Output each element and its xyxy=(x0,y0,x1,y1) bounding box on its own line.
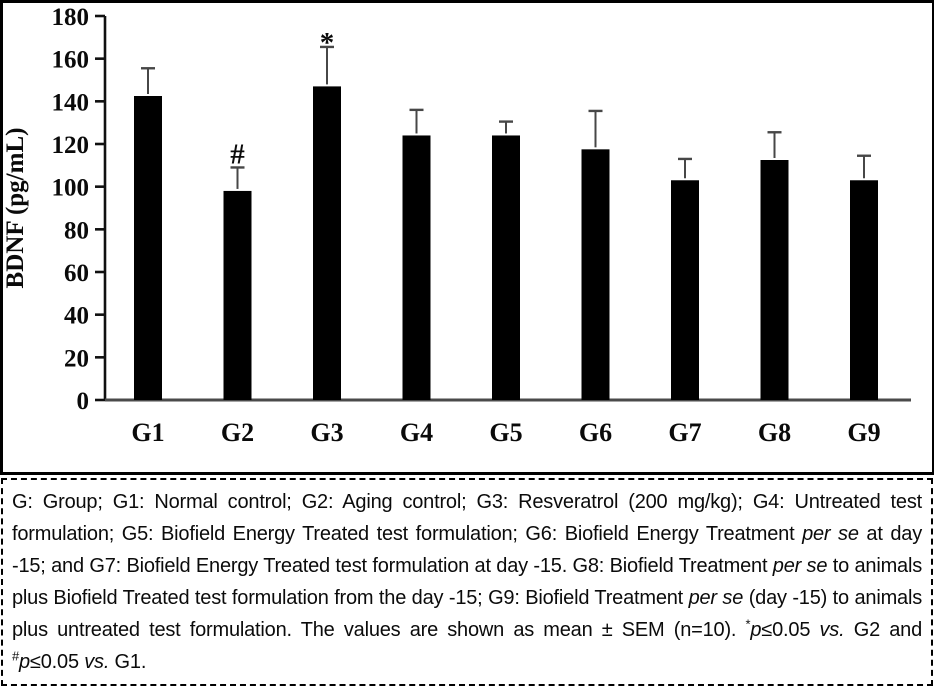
y-tick-label: 60 xyxy=(64,260,89,287)
caption-segment: G: Group; G1: Normal control; G2: Aging … xyxy=(12,491,922,545)
significance-marker-G3: * xyxy=(320,27,335,59)
x-category-label-G6: G6 xyxy=(579,418,612,447)
y-tick-label: 140 xyxy=(52,89,90,116)
bar-G5 xyxy=(492,135,520,400)
caption-segment: per se xyxy=(772,555,828,577)
caption-segment: at day -15; and G7: Biofield Energy Trea… xyxy=(12,523,922,577)
bar-G4 xyxy=(402,135,431,400)
caption-segment: ≤0.05 xyxy=(29,651,85,673)
figure-caption: G: Group; G1: Normal control; G2: Aging … xyxy=(1,478,933,686)
y-tick-label: 100 xyxy=(52,175,90,202)
caption-segment: G2 and xyxy=(844,619,923,641)
caption-segment: to animals plus Biofield Treated test fo… xyxy=(12,555,923,609)
bar-G9 xyxy=(850,180,878,400)
caption-segment: * xyxy=(745,616,751,632)
y-tick-label: 120 xyxy=(52,132,90,159)
y-tick-label: 40 xyxy=(64,303,89,330)
bar-G3 xyxy=(313,86,341,401)
caption-segment: ≤0.05 xyxy=(761,619,820,641)
x-category-label-G7: G7 xyxy=(668,418,701,447)
caption-segment: p xyxy=(19,651,30,673)
caption-segment: per se xyxy=(802,523,859,545)
bar-G8 xyxy=(760,160,789,400)
y-tick-label: 0 xyxy=(77,388,90,415)
y-tick-label: 160 xyxy=(52,47,90,74)
x-category-label-G1: G1 xyxy=(131,418,164,447)
chart-panel: 0 20 40 60 80 100 120 140 160 180 G1 G2 G3 G4 G5 G6 G7 G8… xyxy=(0,0,934,475)
significance-marker-G2: # xyxy=(230,138,245,170)
bdnf-bar-chart: 0 20 40 60 80 100 120 140 160 180 G1 G2 G3 G4 G5 G6 G7 G8… xyxy=(3,4,911,447)
caption-text: G: Group; G1: Normal control; G2: Aging … xyxy=(12,486,922,678)
x-category-label-G3: G3 xyxy=(310,418,343,447)
bar-G6 xyxy=(581,149,610,400)
x-category-label-G2: G2 xyxy=(221,418,254,447)
caption-segment: p xyxy=(750,619,762,641)
y-tick-label: 180 xyxy=(52,4,90,31)
y-tick-label: 80 xyxy=(64,217,89,244)
bar-G1 xyxy=(134,96,162,400)
caption-segment: per se xyxy=(688,587,744,609)
caption-segment: vs. xyxy=(84,651,110,673)
x-category-label-G9: G9 xyxy=(847,418,880,447)
caption-segment: vs. xyxy=(819,619,845,641)
y-tick-label: 20 xyxy=(64,345,89,372)
y-axis-title: BDNF (pg/mL) xyxy=(3,128,29,289)
caption-segment: # xyxy=(12,648,20,664)
x-category-label-G5: G5 xyxy=(489,418,522,447)
bar-G7 xyxy=(671,180,699,400)
bar-G2 xyxy=(223,190,252,400)
x-category-label-G8: G8 xyxy=(758,418,791,447)
caption-segment: G1. xyxy=(109,651,147,673)
x-category-label-G4: G4 xyxy=(400,418,433,447)
caption-segment: (day -15) to animals plus untreated test… xyxy=(12,587,922,641)
